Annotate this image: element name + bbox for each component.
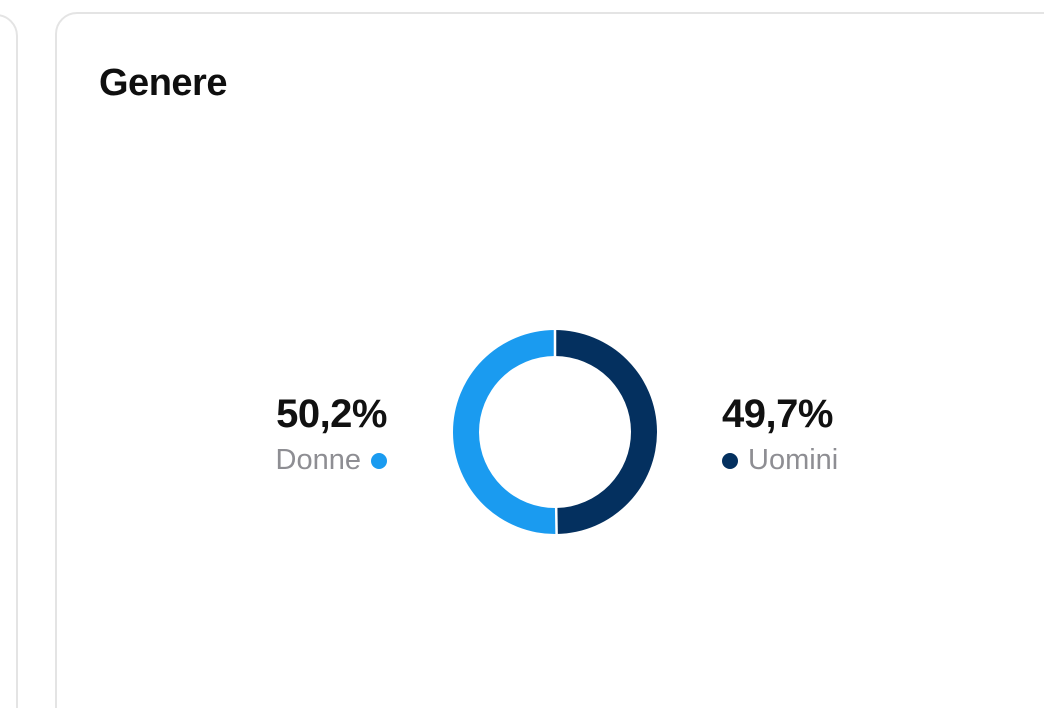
donut-slice-donne bbox=[453, 330, 557, 534]
men-percent: 49,7% bbox=[722, 392, 833, 436]
men-stat: 49,7% Uomini bbox=[722, 394, 838, 475]
gender-card bbox=[55, 12, 1044, 708]
women-legend: Donne bbox=[276, 446, 387, 475]
men-legend: Uomini bbox=[722, 446, 838, 475]
gender-donut-chart bbox=[453, 328, 657, 537]
women-dot-icon bbox=[371, 452, 387, 469]
men-dot-icon bbox=[722, 452, 738, 469]
donut-slice-uomini bbox=[555, 330, 657, 534]
women-label: Donne bbox=[275, 444, 361, 476]
women-stat: 50,2% Donne bbox=[276, 392, 388, 475]
men-label: Uomini bbox=[748, 444, 839, 476]
women-percent: 50,2% bbox=[276, 392, 387, 436]
card-title: Genere bbox=[99, 62, 227, 104]
previous-card bbox=[0, 14, 18, 708]
